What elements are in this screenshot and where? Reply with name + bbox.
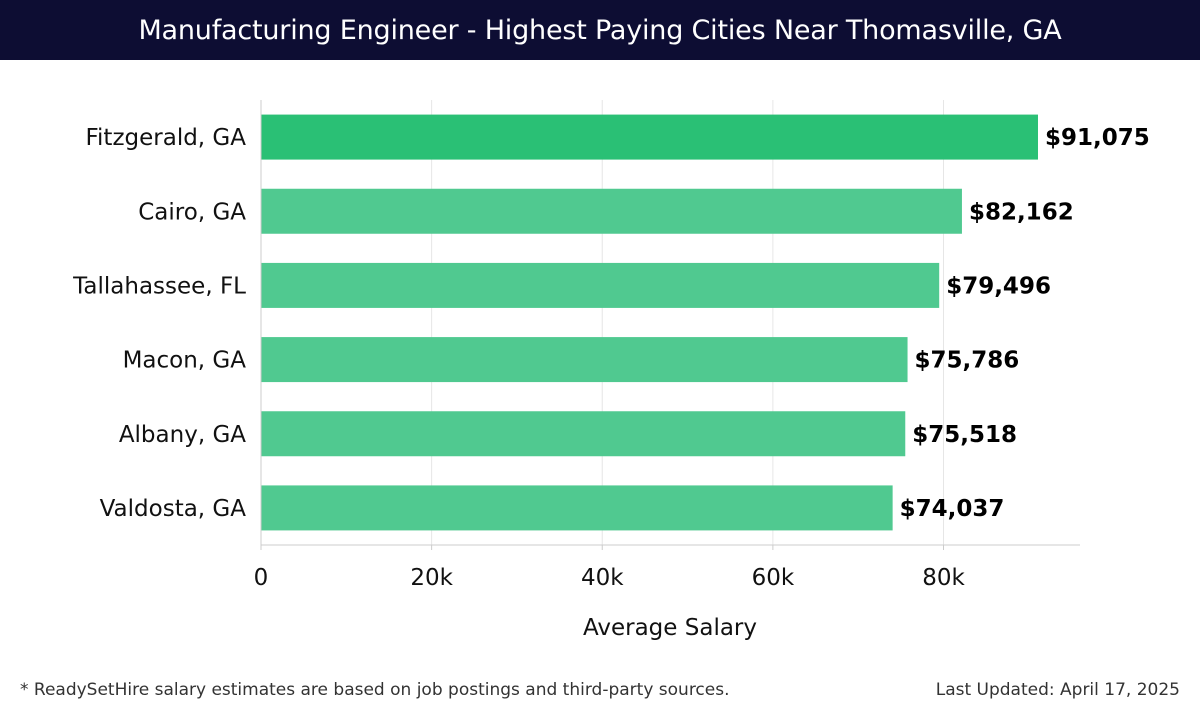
x-tick-label-40k: 40k [581, 565, 624, 591]
category-label-fitzgerald-ga: Fitzgerald, GA [85, 125, 246, 151]
value-label-albany-ga: $75,518 [912, 422, 1017, 448]
salary-bar-chart: Fitzgerald, GA $91,075 Cairo, GA $82,162 Tal… [72, 100, 1150, 641]
category-label-valdosta-ga: Valdosta, GA [100, 496, 247, 522]
bar-albany-ga [261, 411, 906, 457]
bar-valdosta-ga [261, 485, 893, 531]
category-label-cairo-ga: Cairo, GA [138, 199, 246, 225]
bar-macon-ga [261, 337, 908, 383]
bar-tallahassee-fl [261, 262, 940, 308]
x-axis-title: Average Salary [583, 615, 757, 641]
footer-updated: Last Updated: April 17, 2025 [935, 680, 1180, 700]
label-layer: Fitzgerald, GA $91,075 Cairo, GA $82,162 Tal… [72, 125, 1150, 522]
x-tick-label-20k: 20k [410, 565, 453, 591]
bar-fitzgerald-ga [261, 114, 1038, 160]
category-label-tallahassee-fl: Tallahassee, FL [72, 273, 246, 299]
chart-area: Fitzgerald, GA $91,075 Cairo, GA $82,162 Tal… [0, 60, 1200, 660]
grid-layer [431, 100, 944, 545]
chart-title: Manufacturing Engineer - Highest Paying … [138, 14, 1062, 46]
bar-cairo-ga [261, 188, 962, 234]
value-label-cairo-ga: $82,162 [969, 199, 1074, 225]
value-label-fitzgerald-ga: $91,075 [1045, 125, 1150, 151]
title-bar: Manufacturing Engineer - Highest Paying … [0, 0, 1200, 60]
x-tick-label-80k: 80k [922, 565, 965, 591]
x-tick-label-0: 0 [254, 565, 269, 591]
footer-note: * ReadySetHire salary estimates are base… [20, 680, 730, 700]
value-label-tallahassee-fl: $79,496 [946, 273, 1051, 299]
axis-layer: 0 20k 40k 60k 80k [254, 100, 1080, 591]
bar-layer [261, 114, 1038, 531]
value-label-macon-ga: $75,786 [915, 348, 1020, 374]
value-label-valdosta-ga: $74,037 [900, 496, 1005, 522]
category-label-albany-ga: Albany, GA [119, 422, 246, 448]
x-tick-label-60k: 60k [752, 565, 795, 591]
category-label-macon-ga: Macon, GA [123, 348, 247, 374]
